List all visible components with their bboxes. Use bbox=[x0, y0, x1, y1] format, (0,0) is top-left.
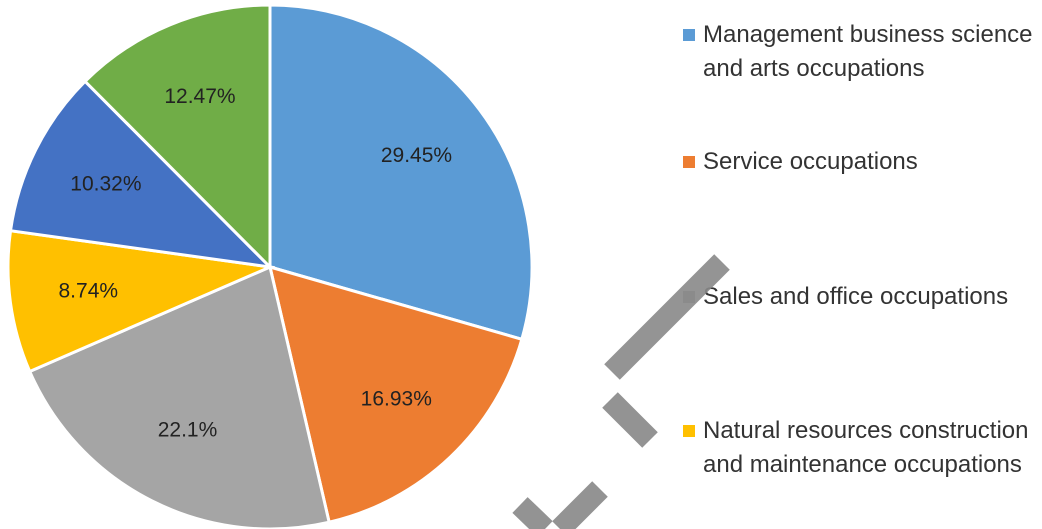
pie-slice bbox=[27, 264, 331, 529]
legend-item: Sales and office occupations bbox=[680, 280, 1042, 314]
legend-item: Natural resources construction and maint… bbox=[680, 414, 1042, 482]
data-label: 8.74% bbox=[59, 279, 119, 302]
data-label: 22.1% bbox=[158, 418, 218, 441]
pie-slice bbox=[267, 264, 524, 525]
pie-slice bbox=[82, 3, 272, 271]
data-label: 29.45% bbox=[381, 144, 452, 167]
legend-swatch bbox=[683, 29, 695, 41]
legend-item: Management business science and arts occ… bbox=[680, 18, 1042, 86]
pie-slice bbox=[8, 79, 275, 270]
pie-slice bbox=[268, 3, 534, 342]
legend-swatch bbox=[683, 156, 695, 168]
legend-swatch bbox=[683, 425, 695, 437]
legend-label: Natural resources construction and maint… bbox=[703, 417, 1029, 478]
pie-slice bbox=[6, 229, 276, 374]
data-label: 12.47% bbox=[164, 85, 235, 108]
legend-label: Service occupations bbox=[703, 148, 918, 175]
data-label: 16.93% bbox=[361, 388, 432, 411]
legend-swatch bbox=[683, 291, 695, 303]
legend-item: Service occupations bbox=[680, 145, 1042, 179]
legend-label: Sales and office occupations bbox=[703, 283, 1009, 310]
legend-label: Management business science and arts occ… bbox=[703, 21, 1033, 82]
data-label: 10.32% bbox=[70, 173, 141, 196]
